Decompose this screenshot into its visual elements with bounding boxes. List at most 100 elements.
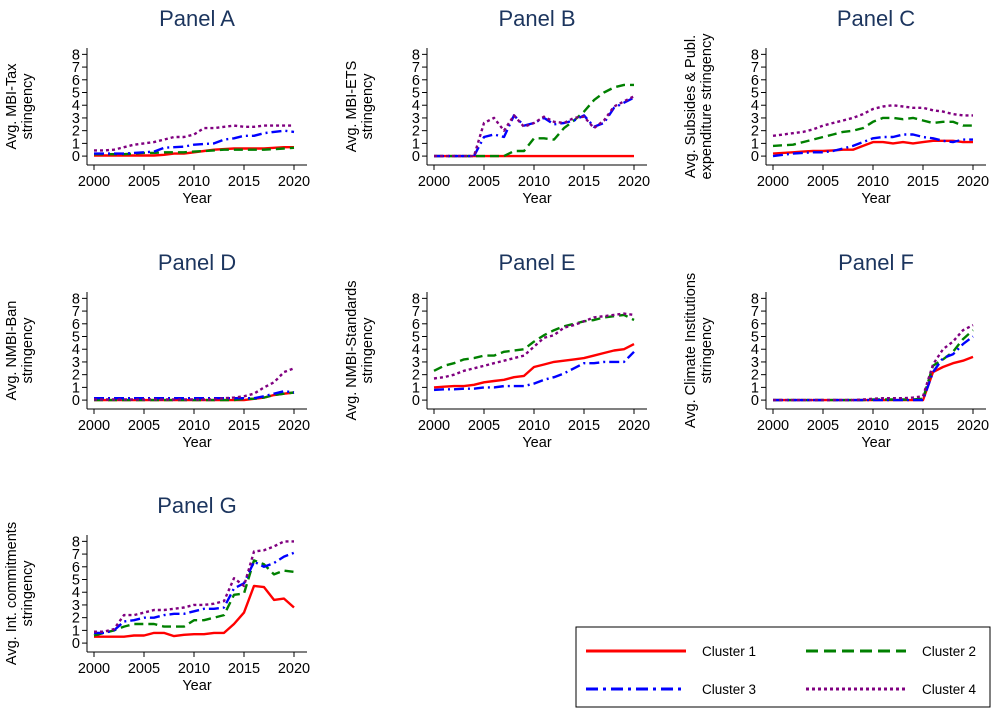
x-tick-label: 2000	[757, 418, 789, 434]
y-axis-label: Avg. Climate Institutions	[683, 273, 699, 428]
series-line-cluster-3	[94, 390, 295, 400]
y-tick-label: 6	[72, 73, 80, 89]
y-tick-label: 1	[412, 136, 420, 152]
y-axis-label: stringency	[20, 73, 36, 140]
x-tick-label: 2020	[957, 418, 989, 434]
y-tick-label: 0	[412, 393, 420, 409]
x-axis-label: Year	[182, 435, 211, 451]
y-tick-label: 4	[72, 585, 80, 601]
y-tick-label: 5	[72, 330, 80, 346]
y-tick-label: 5	[751, 86, 759, 102]
x-tick-label: 2015	[228, 418, 260, 434]
y-tick-label: 8	[72, 47, 80, 63]
x-tick-label: 2000	[78, 418, 110, 434]
panel-title: Panel C	[837, 6, 915, 31]
x-axis-label: Year	[861, 435, 890, 451]
y-axis-label: stringency	[20, 560, 36, 627]
y-tick-label: 2	[751, 368, 759, 384]
x-tick-label: 2010	[857, 174, 889, 190]
legend-label-cluster-3: Cluster 3	[702, 682, 756, 697]
panel-title: Panel B	[498, 6, 575, 31]
x-tick-label: 2010	[178, 174, 210, 190]
x-tick-label: 2010	[178, 661, 210, 677]
x-tick-label: 2005	[128, 174, 160, 190]
y-axis-label: stringency	[360, 73, 376, 140]
x-axis-label: Year	[182, 191, 211, 207]
y-axis-label: Avg. MBI-Tax	[4, 63, 20, 150]
y-axis-label: expenditure stringency	[699, 33, 715, 180]
y-tick-label: 4	[72, 98, 80, 114]
y-tick-label: 4	[412, 342, 420, 358]
y-tick-label: 2	[412, 124, 420, 140]
panel-title: Panel A	[159, 6, 235, 31]
series-line-cluster-4	[773, 324, 974, 402]
panel-title: Panel F	[838, 250, 914, 275]
x-tick-label: 2020	[278, 661, 310, 677]
x-tick-label: 2010	[518, 418, 550, 434]
x-tick-label: 2015	[228, 174, 260, 190]
series-line-cluster-3	[94, 129, 295, 155]
y-axis-label: Avg. NMBI-Standards	[344, 281, 360, 421]
x-tick-label: 2005	[468, 174, 500, 190]
x-tick-label: 2005	[128, 418, 160, 434]
y-axis-label: stringency	[699, 317, 715, 384]
x-tick-label: 2020	[278, 174, 310, 190]
y-tick-label: 7	[751, 60, 759, 76]
y-tick-label: 0	[72, 636, 80, 652]
series-line-cluster-3	[434, 96, 635, 158]
x-tick-label: 2000	[418, 418, 450, 434]
y-tick-label: 4	[751, 342, 759, 358]
x-tick-label: 2015	[568, 174, 600, 190]
y-tick-label: 5	[751, 330, 759, 346]
y-tick-label: 0	[751, 393, 759, 409]
panel-title: Panel G	[157, 493, 237, 518]
legend-label-cluster-1: Cluster 1	[702, 644, 756, 659]
y-tick-label: 7	[72, 547, 80, 563]
y-tick-label: 3	[751, 355, 759, 371]
x-tick-label: 2015	[568, 418, 600, 434]
x-axis-label: Year	[522, 435, 551, 451]
series-line-cluster-2	[94, 146, 295, 156]
y-tick-label: 1	[412, 380, 420, 396]
x-tick-label: 2015	[907, 418, 939, 434]
legend-box	[575, 626, 991, 708]
series-line-cluster-3	[433, 350, 635, 392]
legend-label-cluster-4: Cluster 4	[922, 682, 977, 697]
y-tick-label: 5	[412, 86, 420, 102]
y-tick-label: 1	[72, 136, 80, 152]
y-tick-label: 4	[751, 98, 759, 114]
y-tick-label: 8	[751, 47, 759, 63]
y-tick-label: 1	[72, 623, 80, 639]
y-tick-label: 0	[412, 149, 420, 165]
series-line-cluster-1	[433, 343, 635, 389]
x-tick-label: 2015	[228, 661, 260, 677]
y-tick-label: 8	[72, 534, 80, 550]
y-tick-label: 3	[751, 111, 759, 127]
y-tick-label: 6	[751, 317, 759, 333]
series-line-cluster-4	[94, 367, 295, 401]
y-axis-label: Avg. NMBI-Ban	[4, 301, 20, 401]
y-tick-label: 0	[72, 149, 80, 165]
y-axis-label: stringency	[360, 317, 376, 384]
series-line-cluster-1	[94, 584, 295, 638]
x-tick-label: 2010	[857, 418, 889, 434]
y-tick-label: 1	[751, 380, 759, 396]
y-tick-label: 0	[751, 149, 759, 165]
x-tick-label: 2005	[128, 661, 160, 677]
legend: Cluster 1 Cluster 2 Cluster 3 Cluster 4	[575, 626, 991, 708]
y-tick-label: 6	[72, 560, 80, 576]
y-tick-label: 3	[72, 355, 80, 371]
x-axis-label: Year	[522, 191, 551, 207]
y-tick-label: 2	[412, 368, 420, 384]
y-tick-label: 5	[72, 86, 80, 102]
y-tick-label: 1	[72, 380, 80, 396]
y-tick-label: 6	[72, 317, 80, 333]
y-tick-label: 6	[412, 317, 420, 333]
series-line-cluster-2	[772, 116, 973, 148]
y-tick-label: 5	[72, 573, 80, 589]
panel-title: Panel D	[158, 250, 236, 275]
